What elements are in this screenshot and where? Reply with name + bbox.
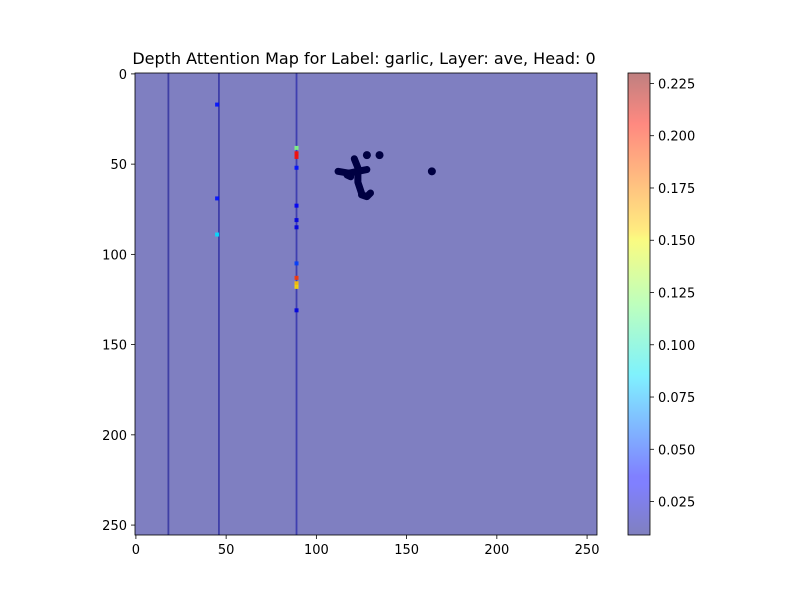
colorbar-tick-label: 0.075 — [658, 391, 695, 406]
x-tick-label: 50 — [218, 543, 235, 558]
y-tick-label: 100 — [102, 248, 127, 263]
y-tick-label: 50 — [110, 158, 127, 173]
attention-cell — [215, 196, 220, 201]
attention-cell — [294, 261, 299, 266]
attention-band — [218, 73, 220, 535]
x-tick-label: 250 — [575, 543, 600, 558]
colorbar-tick-label: 0.025 — [658, 496, 695, 511]
attention-cells — [215, 102, 299, 313]
attention-cell — [294, 165, 299, 170]
x-tick-label: 100 — [304, 543, 329, 558]
colorbar-ticks: 0.025 0.050 0.075 0.100 0.125 0.150 0.175 0.200… — [650, 77, 695, 511]
attention-cell — [294, 145, 299, 150]
attention-cell — [294, 308, 299, 313]
y-tick-label: 0 — [119, 68, 127, 83]
colorbar-gradient — [628, 73, 650, 535]
plot-area — [135, 73, 597, 535]
y-tick-label: 150 — [102, 339, 127, 354]
attention-cell — [294, 151, 299, 156]
attention-cell — [294, 275, 299, 280]
attention-cell — [294, 154, 299, 159]
chart-title: Depth Attention Map for Label: garlic, L… — [132, 49, 595, 68]
attention-cell — [294, 203, 299, 208]
attention-cell — [294, 225, 299, 230]
x-tick-label: 0 — [132, 543, 140, 558]
colorbar-tick-label: 0.225 — [658, 77, 695, 92]
y-tick-label: 250 — [102, 519, 127, 534]
x-tick-label: 150 — [394, 543, 419, 558]
y-axis: 0 50 100 150 200 250 — [102, 68, 135, 534]
attention-cell — [294, 281, 299, 286]
attention-cell — [215, 102, 220, 107]
x-axis: 0 50 100 150 200 250 — [132, 535, 600, 558]
colorbar-frame — [627, 72, 651, 536]
colorbar-tick-label: 0.175 — [658, 182, 695, 197]
attention-band — [295, 73, 298, 535]
x-tick-label: 200 — [484, 543, 509, 558]
y-tick-label: 200 — [102, 429, 127, 444]
colorbar-tick-label: 0.050 — [658, 443, 695, 458]
colorbar-tick-label: 0.150 — [658, 234, 695, 249]
attention-band — [167, 73, 170, 535]
heatmap-background — [135, 73, 597, 535]
colorbar: 0.025 0.050 0.075 0.100 0.125 0.150 0.175 0.200… — [627, 72, 695, 536]
plot-frame — [134, 72, 598, 536]
attention-cell — [294, 218, 299, 223]
colorbar-tick-label: 0.200 — [658, 130, 695, 145]
attention-bands — [167, 73, 298, 535]
attention-cell — [294, 284, 299, 289]
colorbar-tick-label: 0.100 — [658, 339, 695, 354]
colorbar-tick-label: 0.125 — [658, 287, 695, 302]
attention-cell — [215, 232, 220, 237]
